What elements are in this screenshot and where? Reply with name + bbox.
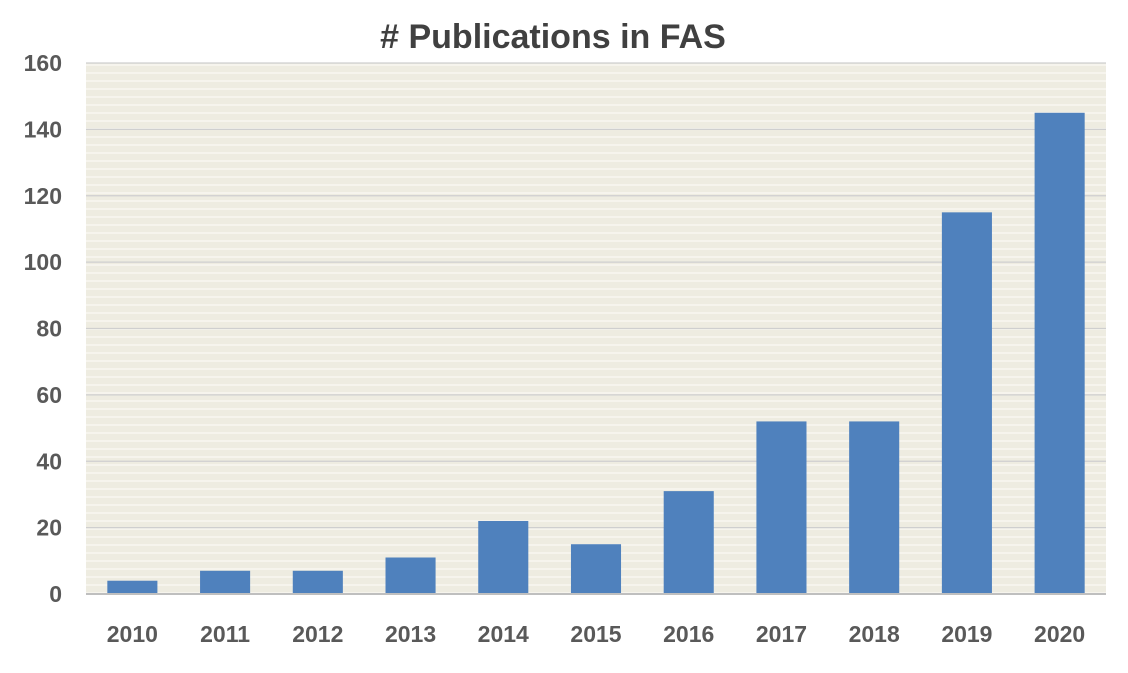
x-tick-label-2015: 2015 — [570, 621, 621, 647]
bars — [107, 112, 1085, 594]
bar-2013 — [385, 557, 436, 594]
y-tick-label: 40 — [36, 448, 62, 474]
bar-2014 — [478, 520, 529, 594]
x-tick-label-2019: 2019 — [941, 621, 992, 647]
y-tick-label: 100 — [24, 249, 62, 275]
bar-2018 — [849, 421, 900, 594]
bar-2010 — [107, 580, 158, 594]
y-axis-ticks: 0 20 40 60 80 100 120 140 160 — [24, 50, 62, 607]
x-axis-ticks: 2010 2011 2012 2013 2014 2015 2016 2017 2018 2019… — [107, 621, 1085, 647]
bar-2011 — [200, 570, 251, 594]
x-tick-label-2016: 2016 — [663, 621, 714, 647]
y-tick-label: 60 — [36, 382, 62, 408]
x-tick-label-2018: 2018 — [849, 621, 900, 647]
x-tick-label-2011: 2011 — [200, 621, 250, 647]
y-tick-label: 120 — [24, 183, 62, 209]
bar-2015 — [570, 544, 622, 594]
y-tick-label: 20 — [36, 515, 62, 541]
chart-title: # Publications in FAS — [380, 18, 726, 56]
y-tick-label: 160 — [24, 50, 62, 76]
bar-2016 — [663, 491, 714, 594]
bar-2012 — [292, 570, 343, 594]
y-tick-label: 0 — [49, 581, 62, 607]
x-tick-label-2014: 2014 — [478, 621, 529, 647]
bar-2019 — [941, 212, 992, 594]
x-tick-label-2010: 2010 — [107, 621, 158, 647]
y-tick-label: 140 — [24, 116, 62, 142]
x-tick-label-2017: 2017 — [756, 621, 807, 647]
gridlines — [86, 62, 1106, 529]
x-tick-label-2012: 2012 — [292, 621, 343, 647]
bar-2017 — [756, 421, 807, 594]
bar-2020 — [1034, 112, 1085, 594]
x-tick-label-2020: 2020 — [1034, 621, 1085, 647]
x-tick-label-2013: 2013 — [385, 621, 436, 647]
y-tick-label: 80 — [36, 316, 62, 342]
